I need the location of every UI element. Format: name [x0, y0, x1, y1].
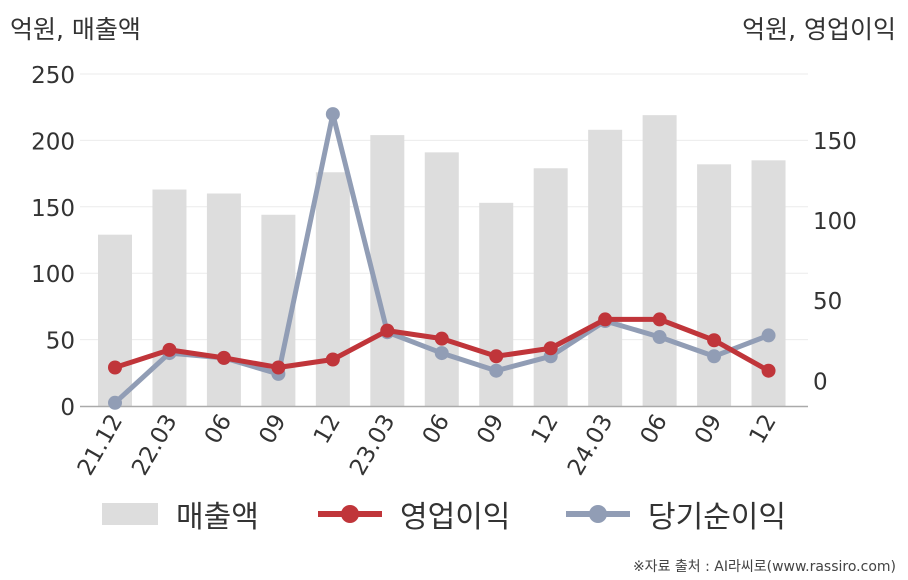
- chart-area: 0 50 100 150 200 250 0 50 100 150 21.12 22.03 06 09 12…: [31, 63, 857, 480]
- bar-revenue: [588, 129, 623, 406]
- point-operating-profit: [216, 350, 231, 365]
- bar-revenue: [370, 135, 405, 406]
- x-tick-label: 06: [418, 410, 455, 448]
- legend-item-operating-profit: 영업이익: [318, 492, 510, 536]
- left-tick-label: 0: [60, 395, 75, 421]
- point-operating-profit: [108, 360, 122, 375]
- x-tick-label: 09: [472, 410, 509, 448]
- point-operating-profit: [325, 352, 340, 367]
- bar-revenue: [533, 168, 568, 406]
- right-tick-label: 0: [813, 369, 828, 395]
- left-tick-label: 150: [31, 196, 75, 222]
- legend-swatch-operating-profit: [318, 503, 382, 525]
- x-tick-label: 22.03: [127, 410, 182, 480]
- bar-revenue: [98, 234, 132, 406]
- bar-revenue: [697, 164, 732, 406]
- legend-label-revenue: 매출액: [176, 500, 259, 535]
- x-tick-label: 09: [690, 410, 727, 448]
- legend-item-revenue: 매출액: [102, 492, 259, 536]
- legend-label-net-income: 당기순이익: [648, 500, 786, 535]
- point-operating-profit: [489, 349, 504, 364]
- left-tick-label: 50: [46, 329, 75, 355]
- legend-label-operating-profit: 영업이익: [400, 500, 511, 535]
- legend-item-net-income: 당기순이익: [566, 492, 786, 536]
- point-operating-profit: [434, 331, 449, 346]
- right-tick-label: 100: [813, 209, 857, 235]
- point-operating-profit: [652, 312, 667, 327]
- x-tick-label: 24.03: [563, 410, 618, 480]
- point-net-income: [108, 395, 122, 410]
- bar-revenue: [152, 189, 187, 406]
- point-net-income: [707, 349, 722, 364]
- x-tick-label: 06: [200, 410, 237, 448]
- point-net-income: [489, 363, 504, 378]
- right-tick-label: 50: [813, 289, 842, 315]
- bar-revenue: [642, 115, 677, 406]
- left-tick-label: 100: [31, 262, 75, 288]
- bar-revenue: [206, 193, 241, 406]
- point-net-income: [434, 346, 449, 361]
- point-operating-profit: [761, 363, 776, 378]
- left-tick-label: 200: [31, 129, 75, 155]
- right-tick-label: 150: [813, 129, 857, 155]
- point-operating-profit: [162, 342, 177, 357]
- legend-swatch-net-income: [566, 503, 630, 525]
- right-axis-title: 억원, 영업이익: [742, 15, 896, 44]
- x-tick-label: 12: [527, 410, 564, 448]
- point-operating-profit: [707, 333, 722, 348]
- left-axis-title: 억원, 매출액: [10, 15, 141, 44]
- x-tick-label: 12: [309, 410, 346, 448]
- x-tick-label: 21.12: [73, 410, 128, 480]
- left-tick-label: 250: [31, 63, 75, 89]
- point-operating-profit: [543, 341, 558, 356]
- point-operating-profit: [380, 323, 395, 338]
- x-tick-label: 09: [254, 410, 291, 448]
- legend-swatch-revenue: [102, 503, 158, 525]
- point-operating-profit: [598, 312, 613, 327]
- bar-revenue: [315, 172, 350, 406]
- point-operating-profit: [271, 360, 286, 375]
- point-net-income: [325, 107, 340, 122]
- x-tick-label: 12: [745, 410, 782, 448]
- source-note: ※자료 출처 : AI라씨로(www.rassiro.com): [632, 559, 896, 575]
- x-tick-label: 06: [636, 410, 673, 448]
- bar-revenue: [424, 152, 459, 406]
- point-net-income: [652, 330, 667, 345]
- point-net-income: [761, 328, 776, 343]
- x-tick-label: 23.03: [345, 410, 400, 480]
